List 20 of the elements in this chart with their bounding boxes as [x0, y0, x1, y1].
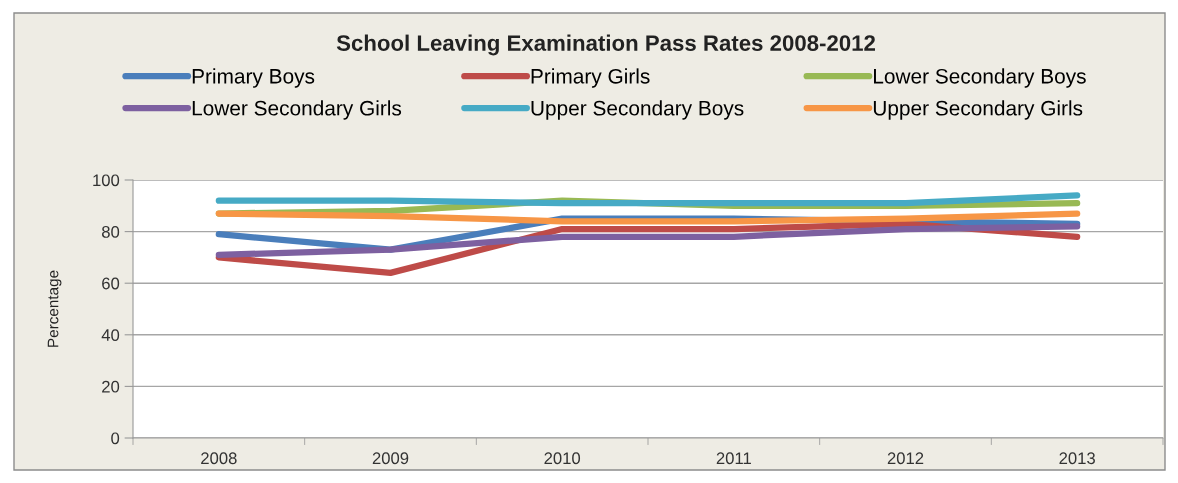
y-tick-label: 80	[101, 226, 120, 238]
x-tick-label: 2012	[887, 452, 924, 465]
chart-title: School Leaving Examination Pass Rates 2008-2012	[336, 34, 875, 56]
legend-label: Upper Secondary Boys	[531, 100, 744, 120]
y-tick-label: 40	[101, 329, 120, 341]
legend-label: Upper Secondary Girls	[873, 100, 1083, 120]
x-tick-label: 2008	[201, 452, 237, 465]
legend-label: Primary Girls	[531, 68, 650, 88]
y-axis-title: Percentage	[47, 270, 62, 347]
x-tick-label: 2010	[544, 452, 581, 465]
x-tick-label: 2011	[716, 452, 751, 465]
y-tick-label: 0	[111, 432, 120, 445]
y-tick-label: 60	[102, 277, 120, 290]
legend-label: Lower Secondary Girls	[192, 100, 402, 120]
legend-label: Primary Boys	[192, 68, 315, 88]
x-tick-label: 2013	[1059, 452, 1095, 465]
y-tick-label: 100	[93, 174, 120, 187]
x-tick-label: 2009	[372, 452, 409, 465]
legend-label: Lower Secondary Boys	[874, 68, 1086, 88]
y-tick-label: 20	[102, 380, 120, 393]
